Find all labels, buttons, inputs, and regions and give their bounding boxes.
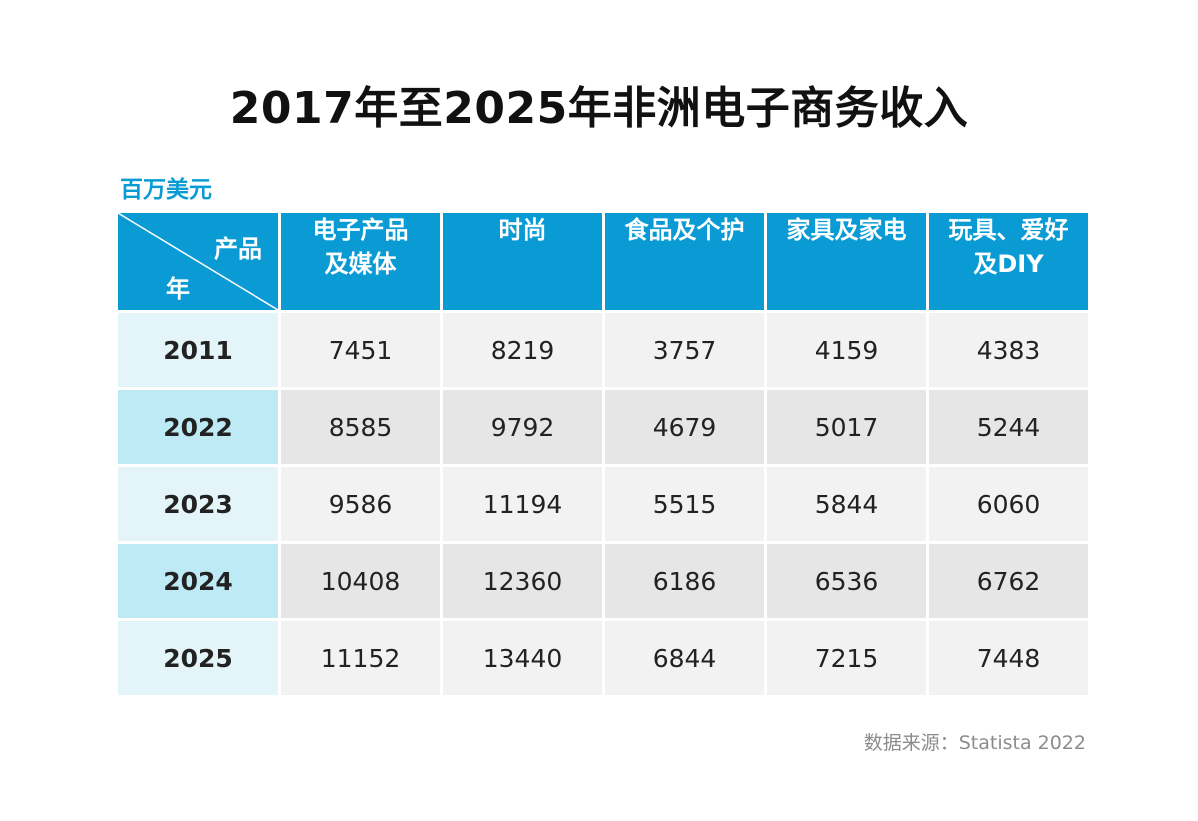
table-row: 2023 9586 11194 5515 5844 6060	[118, 467, 1088, 541]
column-header-line1: 食品及个护	[624, 216, 745, 244]
corner-row-label: 年	[166, 275, 190, 303]
corner-header-cell: 产品 年	[118, 213, 278, 310]
column-header-line1: 电子产品	[312, 216, 409, 244]
year-cell: 2024	[118, 544, 278, 618]
value-cell: 7215	[767, 621, 926, 695]
value-cell: 8585	[281, 390, 440, 464]
value-cell: 11194	[443, 467, 602, 541]
year-cell: 2022	[118, 390, 278, 464]
value-cell: 12360	[443, 544, 602, 618]
year-cell: 2011	[118, 313, 278, 387]
value-cell: 5017	[767, 390, 926, 464]
column-header-line1: 时尚	[498, 216, 547, 244]
column-header-line2: 及媒体	[324, 250, 397, 278]
value-cell: 7448	[929, 621, 1088, 695]
value-cell: 6536	[767, 544, 926, 618]
value-cell: 9792	[443, 390, 602, 464]
column-header-food-personal-care: 食品及个护	[605, 213, 764, 310]
corner-column-label: 产品	[214, 235, 262, 263]
table-row: 2025 11152 13440 6844 7215 7448	[118, 621, 1088, 695]
header-row: 产品 年 电子产品 及媒体 时尚 食品及个护 家具及家电 玩具、爱好 及DIY	[118, 213, 1088, 310]
value-cell: 6844	[605, 621, 764, 695]
value-cell: 7451	[281, 313, 440, 387]
value-cell: 5515	[605, 467, 764, 541]
column-header-electronics: 电子产品 及媒体	[281, 213, 440, 310]
year-cell: 2023	[118, 467, 278, 541]
table-row: 2011 7451 8219 3757 4159 4383	[118, 313, 1088, 387]
year-cell: 2025	[118, 621, 278, 695]
value-cell: 3757	[605, 313, 764, 387]
data-table: 产品 年 电子产品 及媒体 时尚 食品及个护 家具及家电 玩具、爱好 及DIY	[115, 210, 1091, 698]
value-cell: 6060	[929, 467, 1088, 541]
unit-label: 百万美元	[120, 177, 212, 203]
column-header-line1: 家具及家电	[786, 216, 907, 244]
value-cell: 13440	[443, 621, 602, 695]
table-row: 2024 10408 12360 6186 6536 6762	[118, 544, 1088, 618]
value-cell: 4679	[605, 390, 764, 464]
value-cell: 6186	[605, 544, 764, 618]
column-header-line2: 及DIY	[973, 250, 1044, 278]
column-header-fashion: 时尚	[443, 213, 602, 310]
value-cell: 4159	[767, 313, 926, 387]
source-note: 数据来源：Statista 2022	[863, 732, 1086, 754]
value-cell: 6762	[929, 544, 1088, 618]
value-cell: 8219	[443, 313, 602, 387]
column-header-toys-hobby-diy: 玩具、爱好 及DIY	[929, 213, 1088, 310]
chart-title: 2017年至2025年非洲电子商务收入	[229, 83, 969, 134]
table-row: 2022 8585 9792 4679 5017 5244	[118, 390, 1088, 464]
value-cell: 5844	[767, 467, 926, 541]
value-cell: 10408	[281, 544, 440, 618]
value-cell: 11152	[281, 621, 440, 695]
value-cell: 5244	[929, 390, 1088, 464]
value-cell: 9586	[281, 467, 440, 541]
diagonal-divider	[118, 213, 278, 310]
column-header-line1: 玩具、爱好	[948, 216, 1069, 244]
column-header-furniture-appliances: 家具及家电	[767, 213, 926, 310]
value-cell: 4383	[929, 313, 1088, 387]
